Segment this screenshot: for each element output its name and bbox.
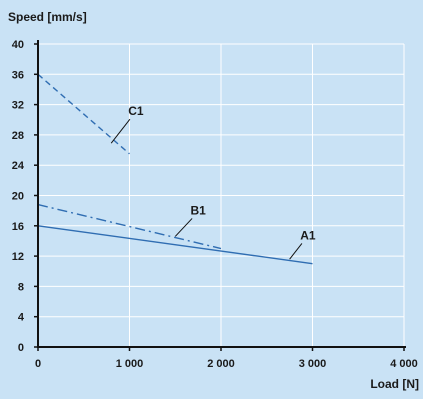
y-tick-label: 8 — [18, 281, 24, 293]
x-tick-label: 0 — [35, 358, 41, 370]
grid — [38, 43, 405, 347]
x-tick-label: 2 000 — [207, 358, 235, 370]
series-line-a1 — [37, 225, 313, 265]
x-tick-label: 1 000 — [116, 358, 144, 370]
series-label-a1: A1 — [300, 228, 316, 242]
y-tick-label: 28 — [12, 130, 24, 142]
x-axis-title: Load [N] — [370, 377, 419, 391]
y-tick-label: 20 — [12, 191, 24, 203]
series-leader-c1 — [110, 118, 131, 144]
series-label-c1: C1 — [128, 104, 144, 118]
y-tick-label: 4 — [18, 312, 25, 324]
y-tick-label: 40 — [12, 39, 24, 51]
y-tick-label: 12 — [12, 251, 24, 263]
series-label-b1: B1 — [190, 203, 206, 217]
y-tick-label: 0 — [18, 342, 24, 354]
x-tick-label: 4 000 — [390, 358, 418, 370]
x-tick-label: 3 000 — [299, 358, 327, 370]
axes: 0 4 8 12 16 20 24 28 32 36 40 0 1 000 2 000 3 000 4 000… — [8, 10, 419, 391]
series-line-b1 — [37, 203, 222, 250]
series-line-c1 — [37, 73, 130, 155]
series-layer — [37, 73, 313, 265]
series-leader-a1 — [289, 243, 303, 260]
y-axis-title: Speed [mm/s] — [8, 10, 87, 24]
series-leader-b1 — [174, 218, 193, 237]
labels: A1 B1 C1 — [110, 104, 316, 260]
y-tick-label: 32 — [12, 100, 24, 112]
y-tick-label: 24 — [12, 160, 25, 172]
y-tick-label: 16 — [12, 221, 24, 233]
y-tick-label: 36 — [12, 69, 24, 81]
